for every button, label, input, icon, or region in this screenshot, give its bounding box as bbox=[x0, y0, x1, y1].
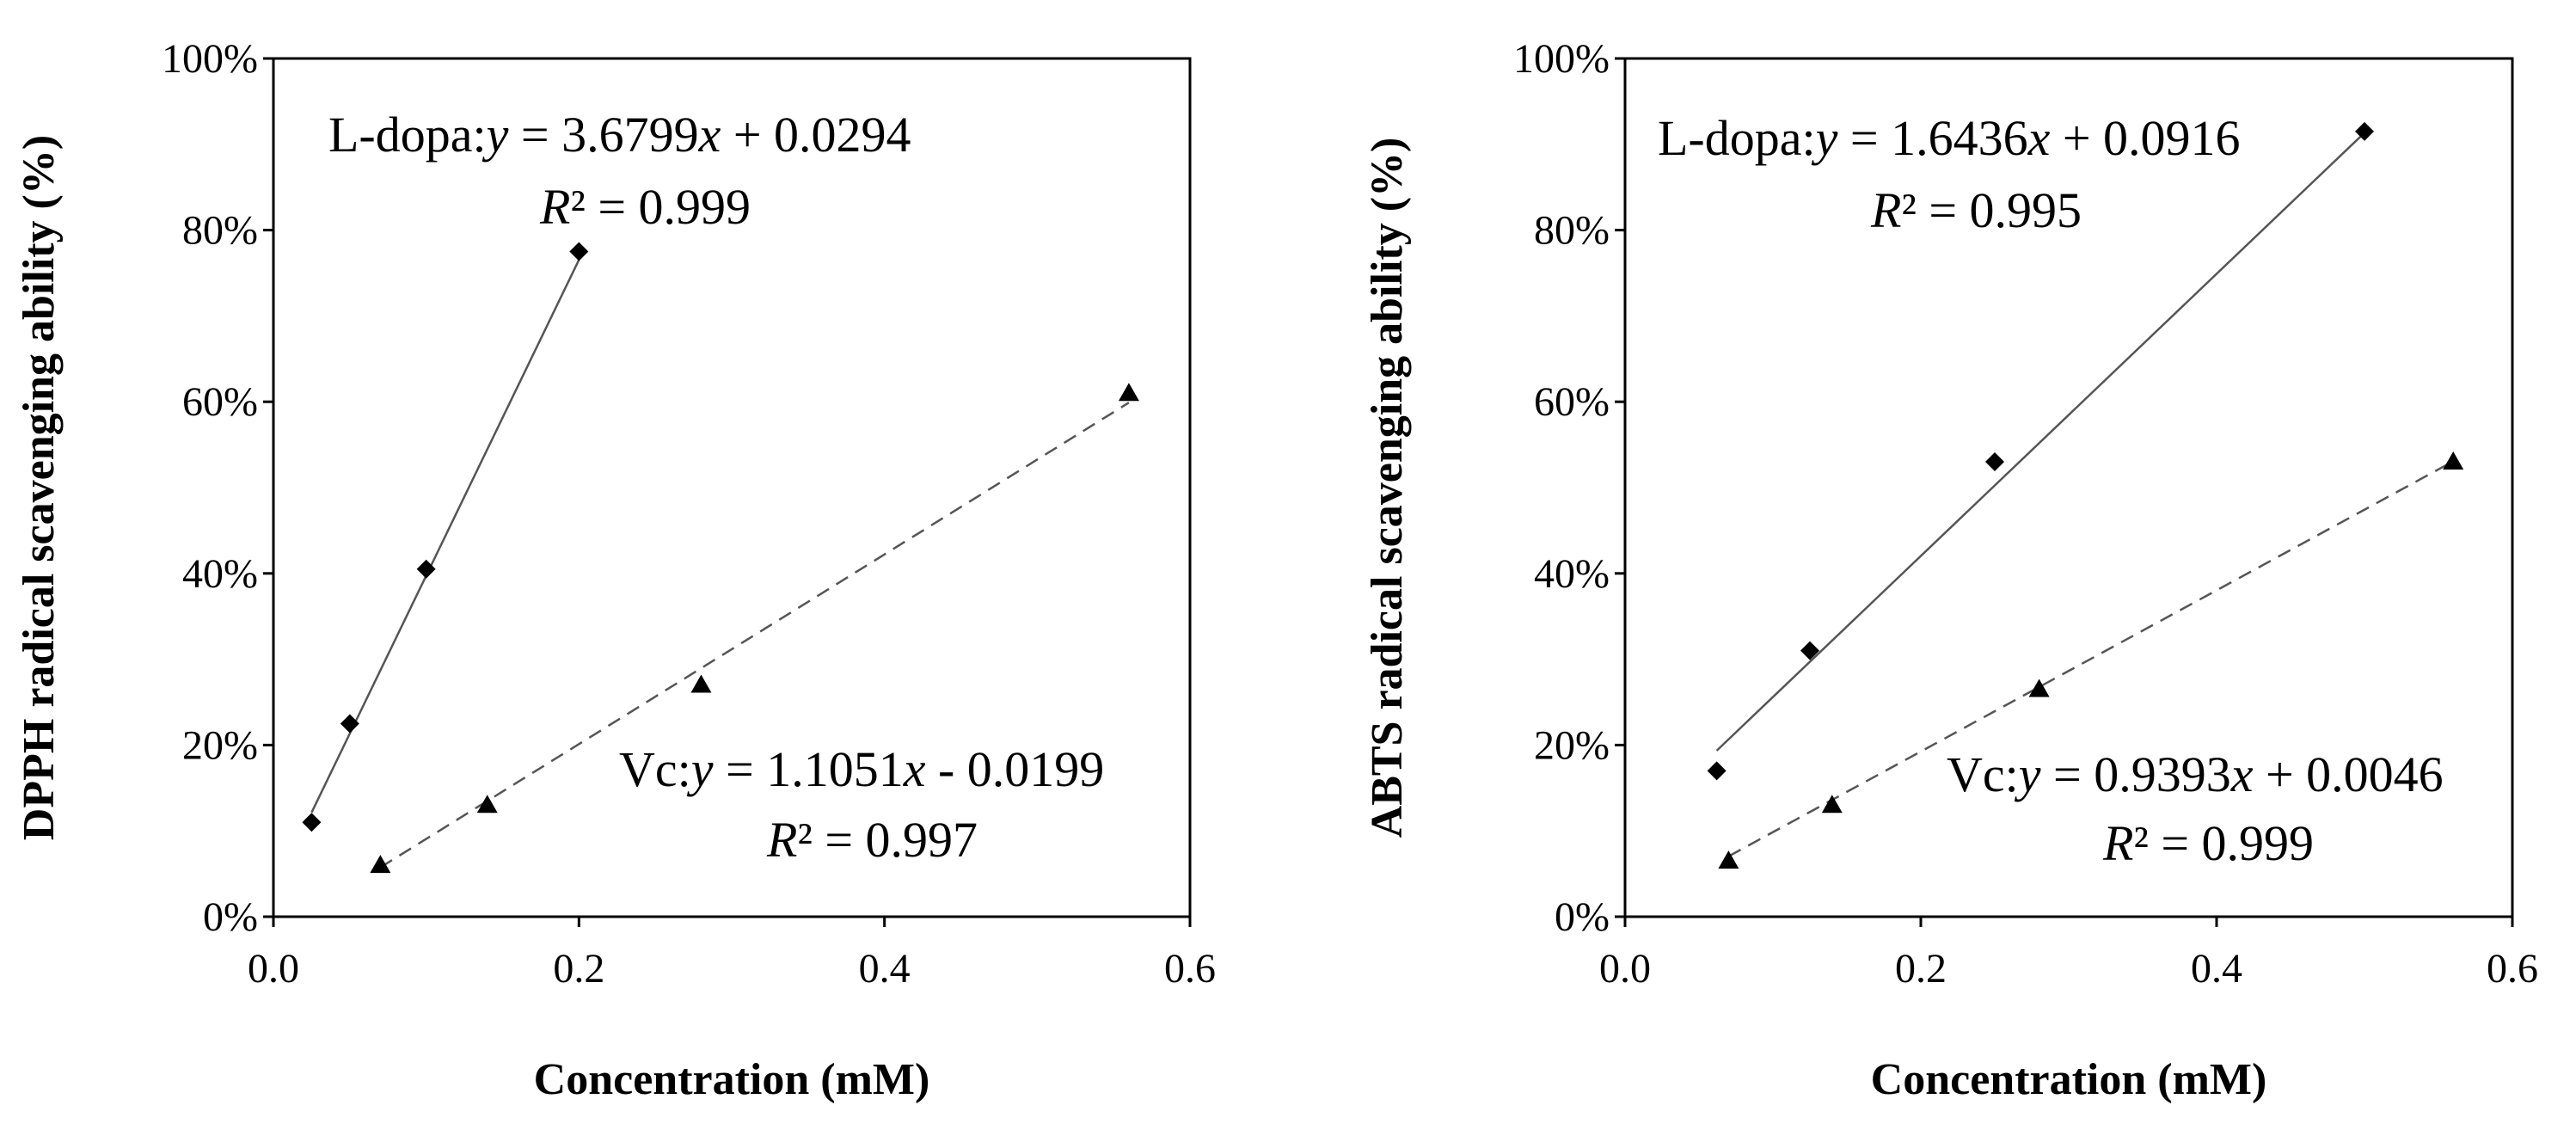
dpph-vc-equation: Vc:y = 1.1051x - 0.0199 bbox=[619, 741, 1104, 797]
dpph-x-tick-label: 0.6 bbox=[1164, 946, 1216, 992]
dpph-x-axis: 0.0 0.2 0.4 0.6 bbox=[248, 917, 1216, 992]
dpph-vc-point bbox=[690, 674, 712, 693]
dpph-x-tick-label: 0.2 bbox=[553, 946, 604, 992]
abts-x-tick-label: 0.4 bbox=[2191, 946, 2242, 992]
dpph-y-tick-label: 80% bbox=[182, 208, 258, 254]
dpph-x-tick-label: 0.0 bbox=[248, 946, 299, 992]
abts-vc-point bbox=[1821, 795, 1843, 814]
dpph-l-dopa-point bbox=[569, 242, 589, 261]
dpph-vc-point bbox=[370, 855, 391, 874]
abts-l-dopa-point bbox=[1800, 641, 1819, 660]
abts-y-tick-label: 20% bbox=[1534, 722, 1610, 768]
abts-vc-point bbox=[2443, 451, 2464, 470]
dpph-y-tick-label: 40% bbox=[182, 551, 258, 597]
abts-data-points bbox=[1707, 121, 2464, 869]
abts-x-axis: 0.0 0.2 0.4 0.6 bbox=[1599, 917, 2538, 992]
abts-l-dopa-trendline bbox=[1715, 132, 2365, 752]
abts-y-tick-label: 60% bbox=[1534, 379, 1610, 425]
abts-ldopa-r2: R² = 0.995 bbox=[1870, 182, 2082, 238]
abts-trendlines bbox=[1715, 132, 2454, 857]
dpph-l-dopa-point bbox=[416, 559, 436, 579]
dpph-vc-r2: R² = 0.997 bbox=[766, 812, 978, 868]
abts-x-tick-label: 0.0 bbox=[1599, 946, 1651, 992]
abts-y-tick-label: 40% bbox=[1534, 551, 1610, 597]
dpph-vc-point bbox=[476, 795, 498, 814]
dpph-x-tick-label: 0.4 bbox=[859, 946, 911, 992]
abts-chart: 0% 20% 40% 60% 80% 100% 0.0 0.2 0.4 0.6 Concentr… bbox=[1363, 36, 2538, 1104]
abts-l-dopa-point bbox=[1985, 452, 2004, 472]
abts-y-axis: 0% 20% 40% 60% 80% 100% bbox=[1513, 36, 1625, 940]
abts-vc-point bbox=[1718, 850, 1739, 869]
abts-ldopa-equation: L-dopa:y = 1.6436x + 0.0916 bbox=[1658, 110, 2241, 166]
dpph-ldopa-r2: R² = 0.999 bbox=[539, 179, 751, 235]
abts-vc-r2: R² = 0.999 bbox=[2102, 815, 2314, 871]
dpph-ldopa-equation: L-dopa:y = 3.6799x + 0.0294 bbox=[328, 107, 911, 163]
abts-vc-point bbox=[2028, 678, 2050, 697]
abts-y-tick-label: 80% bbox=[1534, 208, 1610, 254]
dpph-vc-trendline bbox=[379, 402, 1130, 869]
abts-x-axis-title: Concentration (mM) bbox=[1871, 1055, 2267, 1104]
abts-vc-trendline bbox=[1727, 460, 2454, 857]
dpph-l-dopa-trendline bbox=[310, 259, 580, 814]
dpph-y-tick-label: 60% bbox=[182, 379, 258, 425]
abts-plot-frame bbox=[1623, 57, 2514, 918]
dpph-l-dopa-point bbox=[340, 714, 359, 734]
dpph-y-axis: 0% 20% 40% 60% 80% 100% bbox=[162, 36, 273, 940]
dpph-y-tick-label: 20% bbox=[182, 722, 258, 768]
dpph-y-tick-label: 100% bbox=[162, 36, 258, 82]
abts-x-tick-label: 0.2 bbox=[1895, 946, 1947, 992]
dpph-data-points bbox=[302, 242, 1139, 874]
dpph-l-dopa-point bbox=[302, 813, 322, 832]
dpph-y-tick-label: 0% bbox=[203, 894, 258, 940]
dpph-chart: 0% 20% 40% 60% 80% 100% 0.0 0.2 0.4 0.6 Concentr… bbox=[15, 36, 1216, 1104]
dpph-y-axis-title: DPPH radical scavenging ability (%) bbox=[15, 135, 64, 840]
abts-l-dopa-point bbox=[2355, 121, 2374, 141]
dpph-vc-point bbox=[1118, 383, 1139, 402]
abts-l-dopa-point bbox=[1707, 761, 1727, 781]
abts-x-tick-label: 0.6 bbox=[2487, 946, 2538, 992]
abts-vc-equation: Vc:y = 0.9393x + 0.0046 bbox=[1947, 746, 2444, 802]
dpph-trendlines bbox=[310, 259, 1130, 869]
dpph-plot-frame bbox=[272, 57, 1192, 918]
abts-y-axis-title: ABTS radical scavenging ability (%) bbox=[1363, 138, 1412, 838]
abts-y-tick-label: 0% bbox=[1555, 894, 1610, 940]
abts-y-tick-label: 100% bbox=[1513, 36, 1610, 82]
dpph-x-axis-title: Concentration (mM) bbox=[534, 1055, 930, 1104]
